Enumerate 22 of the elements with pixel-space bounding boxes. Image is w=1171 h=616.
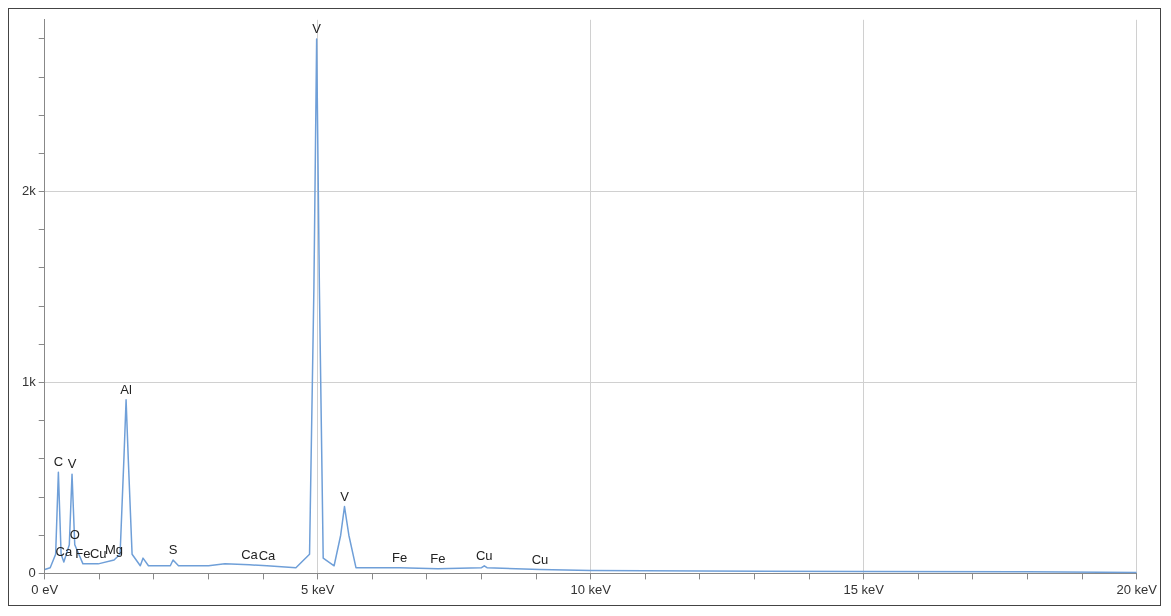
x-tick-label: 10 keV <box>570 581 612 597</box>
x-tick-label: 15 keV <box>843 581 885 597</box>
annotation: Fe <box>430 550 446 566</box>
annotation: S <box>168 542 178 558</box>
annotation: V <box>312 20 322 36</box>
annotation: Fe <box>392 549 408 565</box>
y-tick-label: 1k <box>22 374 37 390</box>
annotation: V <box>340 488 350 504</box>
annotation: Cu <box>531 551 549 567</box>
annotation: Cu <box>89 545 107 561</box>
annotation: Ca <box>258 547 277 563</box>
annotation: Cu <box>475 547 493 563</box>
x-tick-label: 5 keV <box>301 581 335 597</box>
annotation: Mg <box>105 542 124 558</box>
annotation: C <box>53 454 64 470</box>
annotation: Al <box>120 381 132 397</box>
y-tick-label: 2k <box>22 183 37 199</box>
x-tick-label: 20 keV <box>1116 581 1158 597</box>
y-tick-label: 0 <box>28 564 36 580</box>
annotation: V <box>67 456 77 472</box>
annotation: Ca <box>241 546 259 562</box>
x-tick-label: 0 eV <box>31 581 59 597</box>
